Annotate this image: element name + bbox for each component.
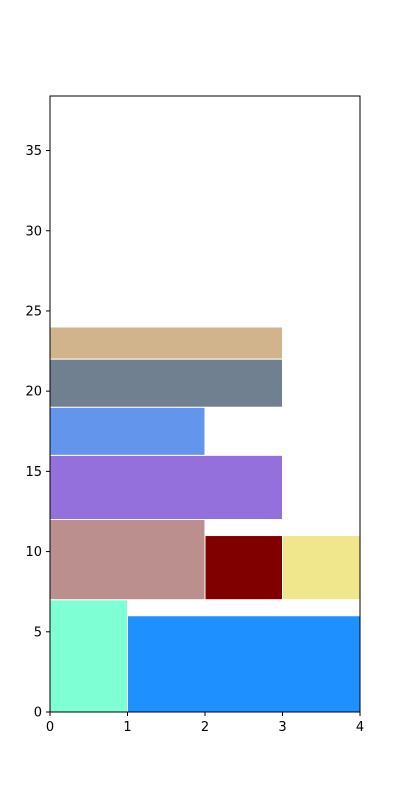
- x-tick-label: 2: [201, 720, 209, 735]
- rectangles-layer: [50, 327, 360, 712]
- rectangle-2: [128, 616, 361, 712]
- y-tick-label: 15: [25, 465, 42, 480]
- x-tick-label: 0: [46, 720, 54, 735]
- x-tick-label: 4: [356, 720, 364, 735]
- rectangle-7: [50, 407, 205, 455]
- x-tick-label: 1: [123, 720, 131, 735]
- y-tick-label: 30: [25, 224, 42, 239]
- x-tick-label: 3: [278, 720, 286, 735]
- y-tick-label: 0: [34, 706, 42, 721]
- y-tick-label: 20: [25, 385, 42, 400]
- y-axis: 0 5 10 15 20 25 30 35: [25, 144, 50, 720]
- y-tick-label: 35: [25, 144, 42, 159]
- rectangle-8: [50, 359, 283, 407]
- rectangle-3: [50, 520, 205, 600]
- x-axis: 0 1 2 3 4: [46, 712, 364, 735]
- rectangle-6: [50, 455, 283, 519]
- rectangle-1: [50, 600, 128, 712]
- rectangle-4: [205, 536, 283, 600]
- y-tick-label: 5: [34, 625, 42, 640]
- rectangle-9: [50, 327, 283, 359]
- rectangle-5: [283, 536, 361, 600]
- y-tick-label: 25: [25, 304, 42, 319]
- y-tick-label: 10: [25, 545, 42, 560]
